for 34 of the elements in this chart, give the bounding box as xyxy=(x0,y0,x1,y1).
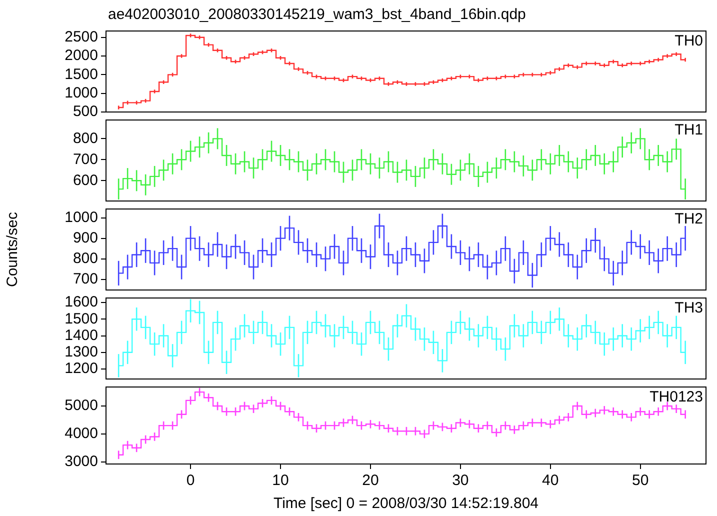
y-tick-label: 1000 xyxy=(64,208,98,226)
series-label: TH2 xyxy=(674,210,703,228)
x-tick-label: 20 xyxy=(362,472,379,490)
series-label: TH0123 xyxy=(650,388,703,406)
y-tick-label: 4000 xyxy=(64,425,98,442)
y-axis-title: Counts/sec xyxy=(4,211,22,288)
y-tick-label: 5000 xyxy=(64,397,98,414)
y-tick-label: 600 xyxy=(72,172,98,189)
series-label: TH3 xyxy=(674,300,703,317)
y-tick-label: 2000 xyxy=(64,47,98,64)
series-label: TH0 xyxy=(674,32,703,50)
y-tick-label: 1500 xyxy=(64,310,98,328)
y-tick-label: 500 xyxy=(72,103,98,120)
series-label: TH1 xyxy=(674,122,703,139)
y-tick-label: 1600 xyxy=(64,294,98,311)
y-tick-label: 800 xyxy=(72,130,98,147)
y-tick-label: 1000 xyxy=(64,84,98,102)
y-tick-label: 700 xyxy=(72,270,98,288)
x-tick-label: 0 xyxy=(186,472,195,490)
y-tick-label: 2500 xyxy=(64,28,98,46)
x-tick-label: 30 xyxy=(452,472,469,490)
y-tick-label: 1300 xyxy=(64,344,98,361)
chart-title: ae402003010_20080330145219_wam3_bst_4band_16bin.qdp xyxy=(107,5,527,25)
y-tick-label: 700 xyxy=(72,150,98,168)
y-tick-label: 900 xyxy=(72,229,98,246)
x-tick-label: 40 xyxy=(542,472,559,490)
y-tick-label: 1200 xyxy=(64,360,98,378)
x-axis-title: Time [sec] 0 = 2008/03/30 14:52:19.804 xyxy=(273,495,539,512)
y-tick-label: 1400 xyxy=(64,326,98,344)
x-tick-label: 10 xyxy=(272,472,289,490)
y-tick-label: 3000 xyxy=(64,452,98,470)
x-tick-label: 50 xyxy=(632,472,649,490)
y-tick-label: 800 xyxy=(72,250,98,267)
y-tick-label: 1500 xyxy=(64,66,98,83)
